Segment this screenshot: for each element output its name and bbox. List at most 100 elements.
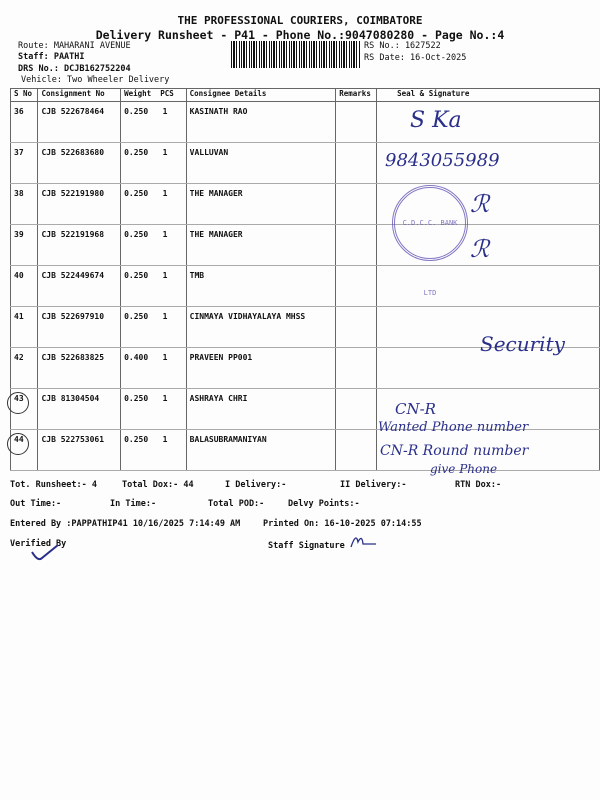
- consignee: THE MANAGER: [185, 183, 337, 225]
- weight-pcs: 0.250 1: [120, 429, 187, 471]
- signature: S Ka: [410, 108, 462, 133]
- staff-signature: Staff Signature: [268, 541, 345, 551]
- sno: 36: [9, 101, 39, 143]
- weight-pcs: 0.250 1: [120, 101, 187, 143]
- consignee: KASINATH RAO: [185, 101, 337, 143]
- consignment-no: CJB 522449674: [37, 265, 122, 307]
- total-dox: Total Dox:- 44: [122, 480, 194, 490]
- verified-signature: [31, 544, 59, 561]
- seal-signature: [376, 388, 600, 430]
- out-time: Out Time:-: [10, 499, 62, 509]
- table-row: 37 CJB 522683680 0.250 1 VALLUVAN: [9, 142, 600, 184]
- col-sno: S No: [9, 88, 39, 102]
- total-pod: Total POD:-: [208, 499, 265, 509]
- vehicle: Vehicle: Two Wheeler Delivery: [21, 75, 170, 85]
- handwritten-note: Security: [480, 332, 565, 356]
- table-row: 40 CJB 522449674 0.250 1 TMB: [9, 265, 600, 307]
- weight-pcs: 0.400 1: [120, 347, 187, 389]
- remarks: [335, 183, 378, 225]
- table-row: 44 CJB 522753061 0.250 1 BALASUBRAMANIYA…: [9, 429, 600, 471]
- consignment-no: CJB 522753061: [37, 429, 122, 471]
- printed-on: Printed On: 16-10-2025 07:14:55: [263, 519, 422, 529]
- seal-signature: [376, 142, 600, 184]
- weight-pcs: 0.250 1: [120, 142, 187, 184]
- handwritten-note: CN-R: [395, 400, 436, 418]
- consignment-no: CJB 81304504: [37, 388, 122, 430]
- remarks: [335, 388, 378, 430]
- entered-by: Entered By :PAPPATHIP41 10/16/2025 7:14:…: [10, 519, 241, 529]
- seal-signature: [376, 265, 600, 307]
- staff: Staff: PAATHI: [18, 52, 85, 62]
- remarks: [335, 265, 378, 307]
- col-remarks: Remarks: [335, 88, 378, 102]
- remarks: [335, 429, 378, 471]
- col-seal: Seal & Signature: [376, 88, 600, 102]
- signature: 9843055989: [385, 150, 500, 171]
- table-row: 41 CJB 522697910 0.250 1 CINMAYA VIDHAYA…: [9, 306, 600, 348]
- seal-signature: [376, 306, 600, 348]
- col-consignment: Consignment No: [37, 88, 122, 102]
- sno: 38: [9, 183, 39, 225]
- circle-mark: [7, 433, 29, 455]
- seal-signature: [376, 101, 600, 143]
- weight-pcs: 0.250 1: [120, 306, 187, 348]
- consignee: PRAVEEN PP001: [185, 347, 337, 389]
- route: Route: MAHARANI AVENUE: [18, 41, 131, 51]
- consignment-no: CJB 522683680: [37, 142, 122, 184]
- consignment-no: CJB 522191980: [37, 183, 122, 225]
- signature: ℛ: [470, 235, 490, 263]
- tot-runsheet: Tot. Runsheet:- 4: [10, 480, 97, 490]
- consignment-table: S No Consignment No Weight PCS Consignee…: [9, 88, 600, 471]
- consignment-no: CJB 522191968: [37, 224, 122, 266]
- remarks: [335, 347, 378, 389]
- drs-no: DRS No.: DCJB162752204: [18, 64, 131, 74]
- weight-pcs: 0.250 1: [120, 388, 187, 430]
- delvy-points: Delvy Points:-: [288, 499, 360, 509]
- barcode: [231, 41, 361, 68]
- bank-stamp: C.D.C.C. BANK LTD: [392, 185, 468, 297]
- consignee: ASHRAYA CHRI: [185, 388, 337, 430]
- runsheet-title: Delivery Runsheet - P41 - Phone No.:9047…: [95, 28, 505, 42]
- ii-delivery: II Delivery:-: [340, 480, 407, 490]
- handwritten-note: give Phone: [430, 462, 498, 476]
- table-row: 43 CJB 81304504 0.250 1 ASHRAYA CHRI: [9, 388, 600, 430]
- rtn-dox: RTN Dox:-: [455, 480, 502, 490]
- consignee: BALASUBRAMANIYAN: [185, 429, 337, 471]
- seal-signature: [376, 347, 600, 389]
- handwritten-note: Wanted Phone number: [378, 420, 529, 435]
- remarks: [335, 101, 378, 143]
- sno: 39: [9, 224, 39, 266]
- consignment-no: CJB 522683825: [37, 347, 122, 389]
- table-row: 39 CJB 522191968 0.250 1 THE MANAGER: [9, 224, 600, 266]
- sno: 40: [9, 265, 39, 307]
- consignee: VALLUVAN: [185, 142, 337, 184]
- remarks: [335, 142, 378, 184]
- remarks: [335, 224, 378, 266]
- weight-pcs: 0.250 1: [120, 183, 187, 225]
- col-weight-pcs: Weight PCS: [120, 88, 187, 102]
- rs-no: RS No.: 1627522: [364, 41, 441, 51]
- sno: 41: [9, 306, 39, 348]
- consignee: TMB: [185, 265, 337, 307]
- table-row: 38 CJB 522191980 0.250 1 THE MANAGER: [9, 183, 600, 225]
- weight-pcs: 0.250 1: [120, 224, 187, 266]
- consignee: THE MANAGER: [185, 224, 337, 266]
- in-time: In Time:-: [110, 499, 157, 509]
- signature: ℛ: [470, 190, 490, 218]
- consignment-no: CJB 522678464: [37, 101, 122, 143]
- circle-mark: [7, 392, 29, 414]
- sno: 37: [9, 142, 39, 184]
- staff-signature-mark: [350, 537, 376, 548]
- verified-by: Verified By: [10, 539, 67, 549]
- remarks: [335, 306, 378, 348]
- consignment-no: CJB 522697910: [37, 306, 122, 348]
- handwritten-note: CN-R Round number: [380, 443, 529, 459]
- sno: 42: [9, 347, 39, 389]
- col-consignee: Consignee Details: [185, 88, 337, 102]
- consignee: CINMAYA VIDHAYALAYA MHSS: [185, 306, 337, 348]
- table-row: 36 CJB 522678464 0.250 1 KASINATH RAO: [9, 101, 600, 143]
- weight-pcs: 0.250 1: [120, 265, 187, 307]
- rs-date: RS Date: 16-Oct-2025: [364, 53, 467, 63]
- seal-signature: [376, 429, 600, 471]
